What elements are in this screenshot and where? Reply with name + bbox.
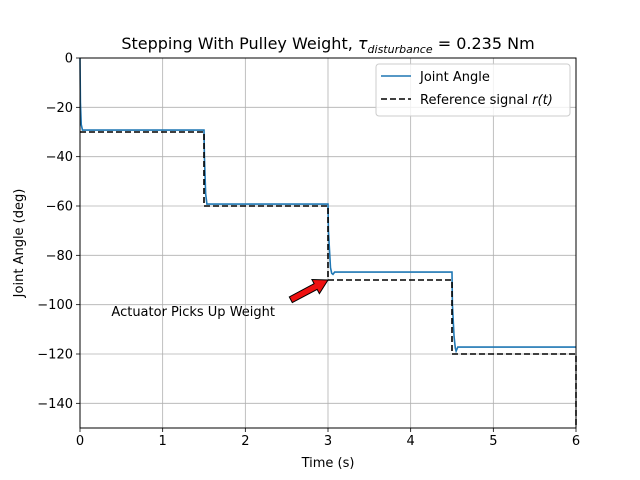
title-value: = 0.235 Nm [433, 34, 535, 53]
y-tick-label: −60 [46, 200, 73, 215]
x-tick-label: 3 [324, 434, 332, 449]
annotation-arrow [288, 278, 329, 304]
x-tick-label: 4 [407, 434, 415, 449]
title-tau: τ [358, 34, 368, 53]
axis-ticks: 0 1 2 3 4 5 6 0 −20 −40 −60 −80 −100 −120 −140 [37, 52, 580, 450]
x-tick-label: 6 [572, 434, 580, 449]
y-tick-label: −40 [46, 150, 73, 165]
legend-label-reference: Reference signal r(t) [420, 93, 553, 108]
title-text: Stepping With Pulley Weight, [121, 34, 358, 53]
x-tick-label: 0 [76, 434, 84, 449]
series-line-joint-angle [79, 57, 576, 354]
y-tick-label: −100 [37, 298, 73, 313]
y-tick-label: −120 [37, 348, 73, 363]
x-tick-label: 5 [489, 434, 497, 449]
x-tick-label: 2 [241, 434, 249, 449]
annotation: Actuator Picks Up Weight [111, 278, 329, 320]
x-axis-label: Time (s) [301, 456, 355, 471]
y-tick-label: −20 [46, 101, 73, 116]
legend-label-joint-angle: Joint Angle [419, 70, 490, 85]
y-axis-label: Joint Angle (deg) [12, 189, 27, 299]
legend-reference-text: Reference signal [420, 93, 532, 108]
x-tick-label: 1 [159, 434, 167, 449]
y-tick-label: −140 [37, 397, 73, 412]
y-tick-label: 0 [65, 52, 73, 67]
chart-title: Stepping With Pulley Weight, τdisturbanc… [121, 34, 534, 56]
legend: Joint Angle Reference signal r(t) [375, 63, 571, 117]
title-subscript: disturbance [368, 43, 433, 56]
y-tick-label: −80 [46, 249, 73, 264]
legend-reference-math: r(t) [532, 93, 553, 108]
annotation-text: Actuator Picks Up Weight [111, 305, 275, 320]
legend-box [375, 63, 571, 117]
